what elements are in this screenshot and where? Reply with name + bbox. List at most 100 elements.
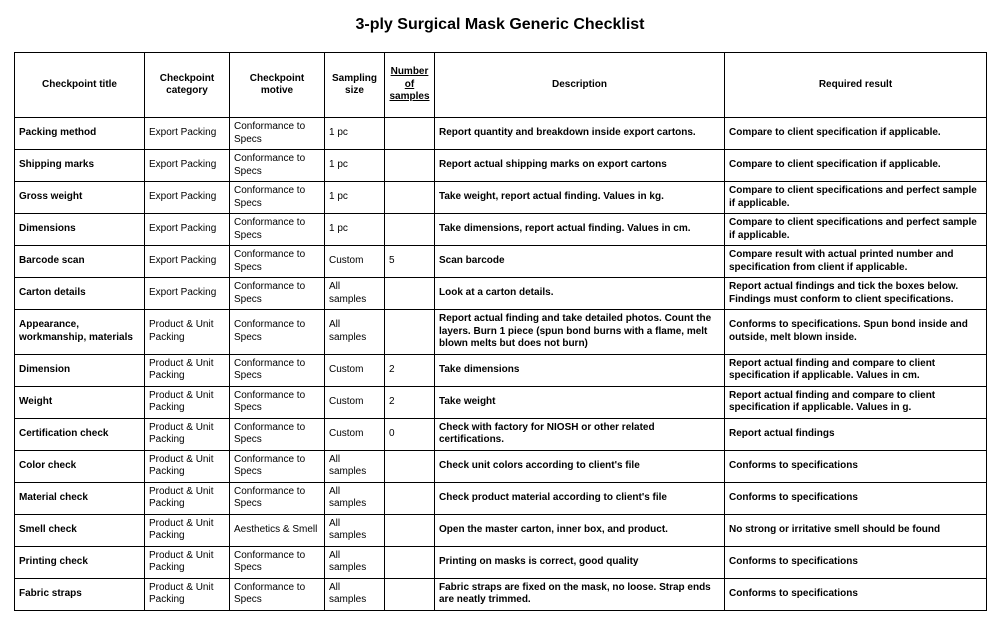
cell-req: Conforms to specifications bbox=[725, 450, 987, 482]
cell-title: Material check bbox=[15, 482, 145, 514]
cell-title: Certification check bbox=[15, 418, 145, 450]
cell-title: Barcode scan bbox=[15, 246, 145, 278]
cell-title: Shipping marks bbox=[15, 150, 145, 182]
cell-req: Compare to client specifications and per… bbox=[725, 182, 987, 214]
cell-sampling: All samples bbox=[325, 278, 385, 310]
cell-num bbox=[385, 310, 435, 355]
column-header-motive: Checkpoint motive bbox=[230, 53, 325, 118]
cell-sampling: 1 pc bbox=[325, 150, 385, 182]
table-row: DimensionProduct & Unit PackingConforman… bbox=[15, 354, 987, 386]
cell-req: Conforms to specifications bbox=[725, 482, 987, 514]
cell-category: Product & Unit Packing bbox=[145, 310, 230, 355]
cell-desc: Check unit colors according to client's … bbox=[435, 450, 725, 482]
column-header-desc: Description bbox=[435, 53, 725, 118]
cell-num bbox=[385, 150, 435, 182]
cell-desc: Report actual finding and take detailed … bbox=[435, 310, 725, 355]
cell-num: 2 bbox=[385, 386, 435, 418]
table-row: Color checkProduct & Unit PackingConform… bbox=[15, 450, 987, 482]
cell-category: Export Packing bbox=[145, 182, 230, 214]
cell-req: Report actual findings and tick the boxe… bbox=[725, 278, 987, 310]
page-title: 3-ply Surgical Mask Generic Checklist bbox=[14, 16, 986, 34]
cell-category: Product & Unit Packing bbox=[145, 514, 230, 546]
cell-sampling: All samples bbox=[325, 514, 385, 546]
table-row: Carton detailsExport PackingConformance … bbox=[15, 278, 987, 310]
cell-num: 2 bbox=[385, 354, 435, 386]
cell-req: Compare to client specification if appli… bbox=[725, 118, 987, 150]
cell-motive: Conformance to Specs bbox=[230, 118, 325, 150]
table-row: WeightProduct & Unit PackingConformance … bbox=[15, 386, 987, 418]
column-header-category: Checkpoint category bbox=[145, 53, 230, 118]
cell-num bbox=[385, 546, 435, 578]
cell-req: Compare to client specification if appli… bbox=[725, 150, 987, 182]
cell-req: Report actual findings bbox=[725, 418, 987, 450]
cell-req: Conforms to specifications bbox=[725, 578, 987, 610]
cell-desc: Scan barcode bbox=[435, 246, 725, 278]
cell-motive: Conformance to Specs bbox=[230, 386, 325, 418]
cell-title: Weight bbox=[15, 386, 145, 418]
cell-title: Dimension bbox=[15, 354, 145, 386]
cell-sampling: Custom bbox=[325, 354, 385, 386]
cell-desc: Look at a carton details. bbox=[435, 278, 725, 310]
cell-num bbox=[385, 278, 435, 310]
cell-num bbox=[385, 514, 435, 546]
cell-sampling: Custom bbox=[325, 246, 385, 278]
cell-num: 5 bbox=[385, 246, 435, 278]
cell-sampling: All samples bbox=[325, 450, 385, 482]
cell-desc: Take weight bbox=[435, 386, 725, 418]
cell-title: Gross weight bbox=[15, 182, 145, 214]
cell-num bbox=[385, 578, 435, 610]
cell-title: Appearance, workmanship, materials bbox=[15, 310, 145, 355]
cell-sampling: All samples bbox=[325, 578, 385, 610]
cell-motive: Conformance to Specs bbox=[230, 246, 325, 278]
cell-motive: Conformance to Specs bbox=[230, 482, 325, 514]
cell-category: Product & Unit Packing bbox=[145, 386, 230, 418]
table-row: Shipping marksExport PackingConformance … bbox=[15, 150, 987, 182]
cell-desc: Check with factory for NIOSH or other re… bbox=[435, 418, 725, 450]
cell-num bbox=[385, 118, 435, 150]
cell-req: Compare result with actual printed numbe… bbox=[725, 246, 987, 278]
cell-category: Export Packing bbox=[145, 246, 230, 278]
cell-desc: Take weight, report actual finding. Valu… bbox=[435, 182, 725, 214]
cell-category: Export Packing bbox=[145, 150, 230, 182]
cell-motive: Conformance to Specs bbox=[230, 578, 325, 610]
table-row: Appearance, workmanship, materialsProduc… bbox=[15, 310, 987, 355]
cell-desc: Fabric straps are fixed on the mask, no … bbox=[435, 578, 725, 610]
cell-motive: Conformance to Specs bbox=[230, 182, 325, 214]
cell-motive: Conformance to Specs bbox=[230, 150, 325, 182]
cell-category: Product & Unit Packing bbox=[145, 482, 230, 514]
table-row: Fabric strapsProduct & Unit PackingConfo… bbox=[15, 578, 987, 610]
cell-category: Export Packing bbox=[145, 118, 230, 150]
table-row: Printing checkProduct & Unit PackingConf… bbox=[15, 546, 987, 578]
cell-num bbox=[385, 214, 435, 246]
cell-category: Product & Unit Packing bbox=[145, 418, 230, 450]
cell-motive: Conformance to Specs bbox=[230, 418, 325, 450]
cell-motive: Conformance to Specs bbox=[230, 450, 325, 482]
cell-title: Color check bbox=[15, 450, 145, 482]
table-body: Packing methodExport PackingConformance … bbox=[15, 118, 987, 611]
column-header-sampling: Sampling size bbox=[325, 53, 385, 118]
cell-req: Report actual finding and compare to cli… bbox=[725, 386, 987, 418]
cell-desc: Printing on masks is correct, good quali… bbox=[435, 546, 725, 578]
cell-category: Export Packing bbox=[145, 278, 230, 310]
cell-motive: Aesthetics & Smell bbox=[230, 514, 325, 546]
cell-title: Carton details bbox=[15, 278, 145, 310]
cell-sampling: 1 pc bbox=[325, 182, 385, 214]
cell-title: Printing check bbox=[15, 546, 145, 578]
cell-desc: Check product material according to clie… bbox=[435, 482, 725, 514]
cell-req: Conforms to specifications. Spun bond in… bbox=[725, 310, 987, 355]
cell-motive: Conformance to Specs bbox=[230, 214, 325, 246]
cell-title: Fabric straps bbox=[15, 578, 145, 610]
table-row: Smell checkProduct & Unit PackingAesthet… bbox=[15, 514, 987, 546]
cell-desc: Report actual shipping marks on export c… bbox=[435, 150, 725, 182]
cell-desc: Take dimensions, report actual finding. … bbox=[435, 214, 725, 246]
cell-sampling: 1 pc bbox=[325, 214, 385, 246]
cell-num bbox=[385, 482, 435, 514]
table-row: Certification checkProduct & Unit Packin… bbox=[15, 418, 987, 450]
cell-category: Export Packing bbox=[145, 214, 230, 246]
cell-title: Dimensions bbox=[15, 214, 145, 246]
table-row: Barcode scanExport PackingConformance to… bbox=[15, 246, 987, 278]
cell-category: Product & Unit Packing bbox=[145, 450, 230, 482]
cell-category: Product & Unit Packing bbox=[145, 354, 230, 386]
cell-sampling: All samples bbox=[325, 482, 385, 514]
table-row: Material checkProduct & Unit PackingConf… bbox=[15, 482, 987, 514]
